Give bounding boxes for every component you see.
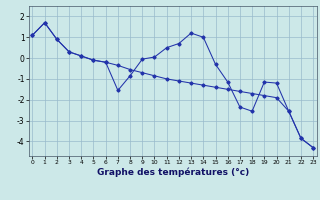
- X-axis label: Graphe des températures (°c): Graphe des températures (°c): [97, 168, 249, 177]
